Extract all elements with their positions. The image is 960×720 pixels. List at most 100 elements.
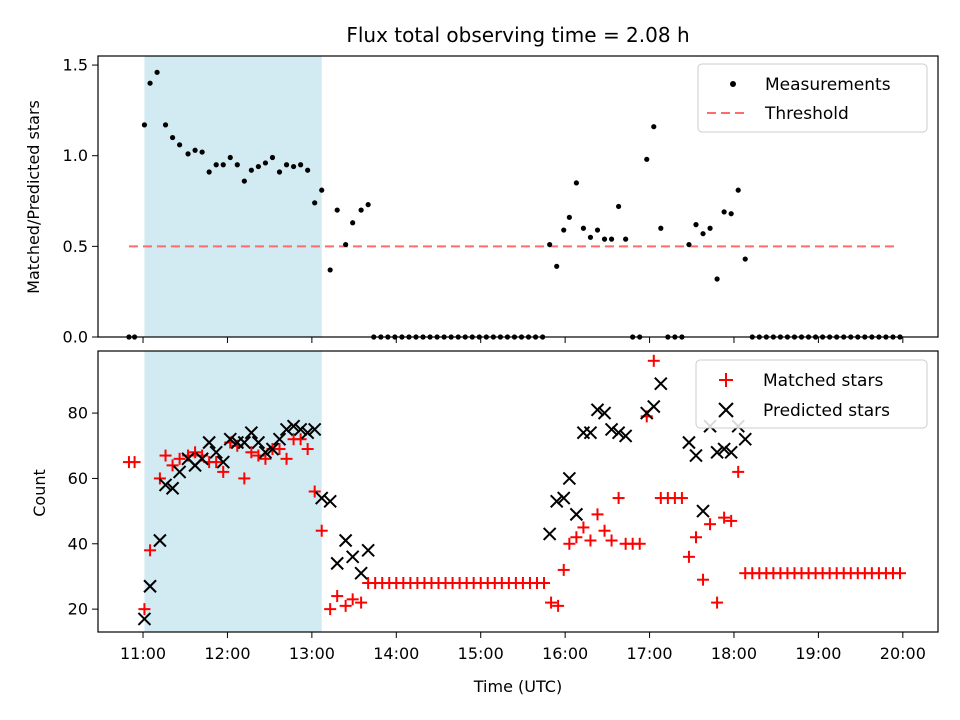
measurement-point (162, 122, 169, 128)
x-tick-label: 20:00 (880, 644, 926, 663)
predicted-point (338, 533, 353, 548)
measurement-point (547, 241, 553, 248)
measurement-point (199, 149, 205, 155)
x-tick-label: 19:00 (795, 644, 841, 663)
matched-point (273, 443, 286, 456)
matched-point (346, 593, 359, 606)
matched-point (144, 544, 157, 557)
measurement-point (154, 69, 160, 75)
measurement-point (206, 169, 212, 175)
legend-matched-label: Matched stars (763, 371, 883, 391)
matched-point (315, 524, 328, 537)
measurement-point (343, 241, 349, 248)
measurement-point (686, 241, 692, 248)
measurement-points (126, 69, 903, 340)
legend-predicted-marker (718, 402, 734, 418)
matched-point (210, 456, 223, 469)
ratio-plot-frame (97, 55, 939, 338)
predicted-point (265, 442, 280, 456)
predicted-point (717, 442, 731, 456)
matched-point (538, 576, 551, 589)
predicted-point (682, 435, 696, 450)
predicted-point (293, 422, 308, 437)
matched-point (697, 573, 710, 586)
measurement-point (658, 225, 664, 231)
measurement-point (365, 202, 371, 208)
x-tick-label: 12:00 (204, 644, 250, 663)
matched-point (633, 537, 646, 550)
legend-threshold-label: Threshold (764, 104, 849, 124)
x-tick-label: 14:00 (373, 644, 419, 663)
measurement-point (255, 163, 262, 170)
count-plot-frame (97, 350, 939, 633)
measurement-point (693, 222, 699, 228)
matched-point (598, 524, 611, 537)
measurement-point (700, 231, 706, 237)
predicted-point (172, 465, 187, 479)
matched-point (173, 452, 186, 465)
matched-point (591, 508, 604, 521)
matched-point (557, 563, 570, 576)
measurement-point (728, 211, 734, 217)
measurement-point (276, 169, 283, 175)
predicted-point (216, 455, 230, 469)
count-y-axis: 20 40 60 80 (68, 404, 98, 619)
matched-point (682, 550, 695, 563)
predicted-point (195, 452, 209, 466)
measurement-point (616, 203, 622, 210)
predicted-point (223, 432, 237, 446)
predicted-point (689, 448, 703, 463)
predicted-point (597, 406, 612, 420)
x-axis-label: Time (UTC) (473, 677, 562, 696)
measurement-point (298, 162, 304, 168)
measurement-point (319, 187, 325, 193)
measurement-point (177, 142, 183, 148)
predicted-point (209, 445, 223, 459)
predicted-point (137, 612, 152, 626)
predicted-point (654, 376, 668, 391)
measurement-point (573, 180, 579, 186)
x-tick-label: 11:00 (120, 644, 166, 663)
y-tick-label: 0.0 (63, 328, 88, 347)
matched-point (584, 534, 597, 547)
chart-title: Flux total observing time = 2.08 h (346, 23, 689, 47)
measurement-point (554, 263, 560, 269)
predicted-point (345, 550, 360, 564)
predicted-point (361, 543, 375, 558)
predicted-point (153, 533, 167, 548)
predicted-point (611, 425, 626, 440)
matched-point (259, 452, 272, 465)
ratio-x-ticks (142, 337, 904, 343)
y-tick-label: 1.5 (63, 56, 88, 75)
predicted-point (279, 422, 294, 437)
matched-point (675, 492, 688, 505)
measurement-point (327, 267, 333, 273)
count-legend-box (695, 359, 928, 429)
matched-point (894, 567, 907, 580)
matched-point (238, 472, 251, 485)
matched-point (153, 472, 166, 485)
matched-point (689, 531, 702, 544)
measurement-point (262, 160, 269, 166)
predicted-point (583, 425, 598, 440)
matched-point (301, 443, 314, 456)
measurement-point (623, 236, 629, 242)
measurement-point (220, 162, 226, 168)
predicted-point (315, 491, 329, 505)
ratio-legend-box (697, 63, 928, 133)
legend-predicted-label: Predicted stars (763, 401, 890, 421)
measurement-point (735, 187, 741, 193)
matched-point (138, 603, 151, 616)
predicted-point (647, 399, 661, 414)
measurement-point (241, 178, 247, 184)
matched-point (612, 492, 625, 505)
ratio-shaded-interval (144, 56, 322, 337)
measurement-point (169, 134, 176, 141)
legend-matched-marker (719, 373, 733, 387)
matched-point (711, 596, 724, 609)
measurement-point (742, 256, 748, 262)
measurement-point (283, 162, 290, 168)
x-tick-label: 16:00 (542, 644, 588, 663)
predicted-point (738, 432, 752, 446)
